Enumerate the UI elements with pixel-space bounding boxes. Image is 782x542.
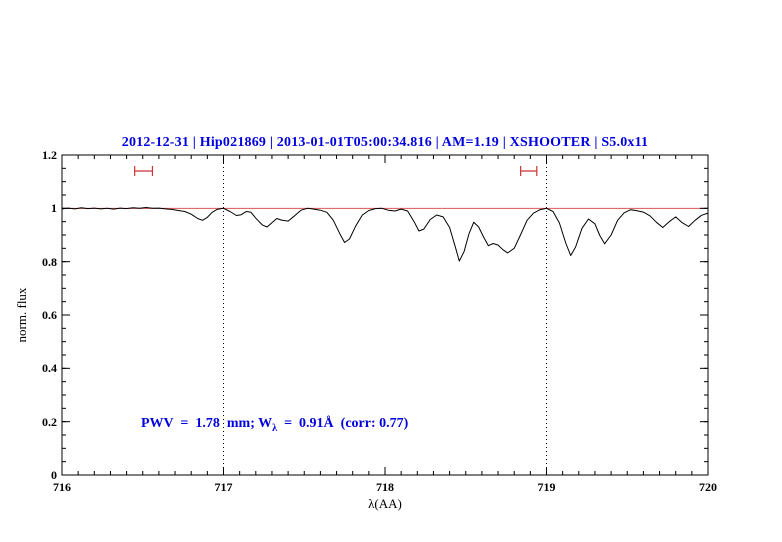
plot-title: 2012-12-31 | Hip021869 | 2013-01-01T05:0… — [121, 135, 649, 150]
y-tick-label: 0.2 — [42, 414, 57, 429]
y-tick-label: 1.2 — [42, 148, 57, 162]
y-tick-label: 1 — [51, 201, 57, 216]
y-axis-label: norm. flux — [14, 287, 29, 343]
x-tick-label: 719 — [537, 480, 556, 494]
y-tick-label: 0.6 — [42, 308, 57, 322]
annotation-lambda-subscript: λ — [272, 422, 278, 434]
pwv-annotation: PWV = 1.78 mm; Wλ = 0.91Å (corr: 0.77) — [141, 416, 408, 434]
x-tick-label: 720 — [699, 480, 717, 494]
plot-area: 716 717 718 719 720 0 0.2 0.4 0.6 0.8 1 1.2 — [42, 149, 717, 493]
annotation-prefix: PWV = 1.78 mm; W — [141, 416, 273, 431]
y-tick-label: 0.4 — [42, 361, 57, 376]
x-tick-label: 717 — [214, 480, 233, 494]
x-axis-label: λ(AA) — [368, 496, 402, 511]
y-tick-label: 0 — [51, 468, 57, 482]
y-tick-label: 0.8 — [42, 254, 57, 269]
x-tick-label: 718 — [376, 480, 394, 494]
x-tick-label: 716 — [53, 480, 71, 494]
annotation-suffix: = 0.91Å (corr: 0.77) — [277, 416, 409, 431]
spectrum-plot-svg — [61, 154, 709, 476]
